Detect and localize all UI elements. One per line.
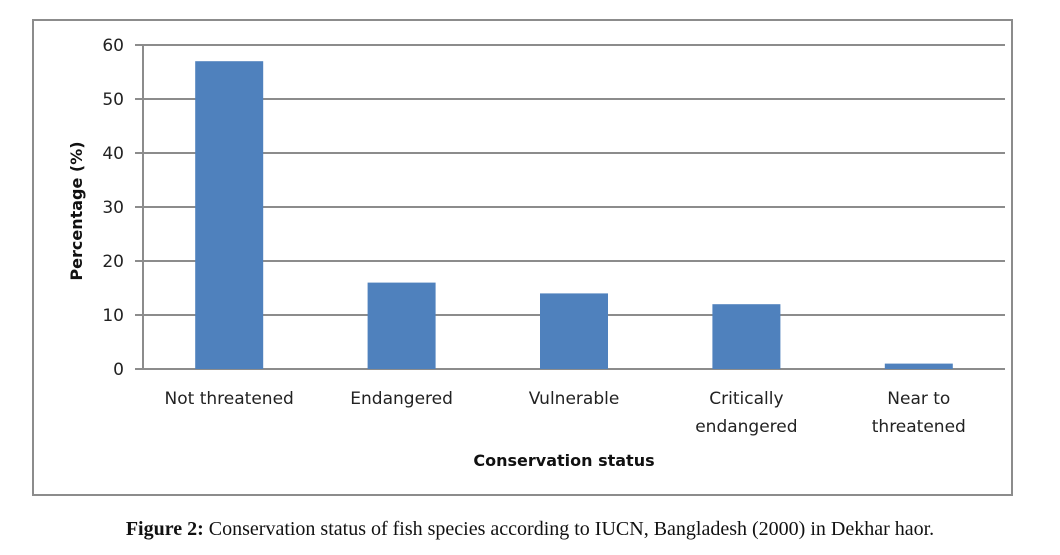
bar	[884, 363, 953, 369]
caption-text: Conservation status of fish species acco…	[203, 518, 935, 540]
y-tick-label: 40	[102, 144, 124, 164]
x-axis-title: Conservation status	[473, 451, 654, 470]
x-category-label: Not threatened	[165, 389, 294, 409]
y-tick-label: 30	[102, 198, 124, 218]
y-tick-label: 20	[102, 252, 124, 272]
gridlines	[135, 44, 1005, 370]
x-category-label: Endangered	[350, 389, 453, 409]
bar	[367, 282, 436, 369]
y-tick-label: 50	[102, 90, 124, 110]
y-tick-label: 0	[113, 360, 124, 380]
bar	[712, 304, 781, 369]
x-category-labels: Not threatened Endangered Vulnerable Critic…	[165, 389, 966, 437]
bar	[540, 293, 608, 369]
x-category-label: Vulnerable	[529, 389, 620, 409]
y-axis-title: Percentage (%)	[67, 141, 86, 280]
bars	[195, 61, 953, 369]
x-category-label: Near to threatened	[872, 389, 966, 437]
y-tick-label: 60	[102, 36, 124, 56]
bar	[195, 61, 264, 369]
y-tick-labels: 0 10 20 30 40 50 60	[102, 36, 124, 380]
x-category-label: Critically endangered	[695, 389, 797, 437]
figure-caption: Figure 2: Conservation status of fish sp…	[0, 518, 1060, 541]
caption-label: Figure 2:	[125, 518, 204, 540]
y-tick-label: 10	[102, 306, 124, 326]
